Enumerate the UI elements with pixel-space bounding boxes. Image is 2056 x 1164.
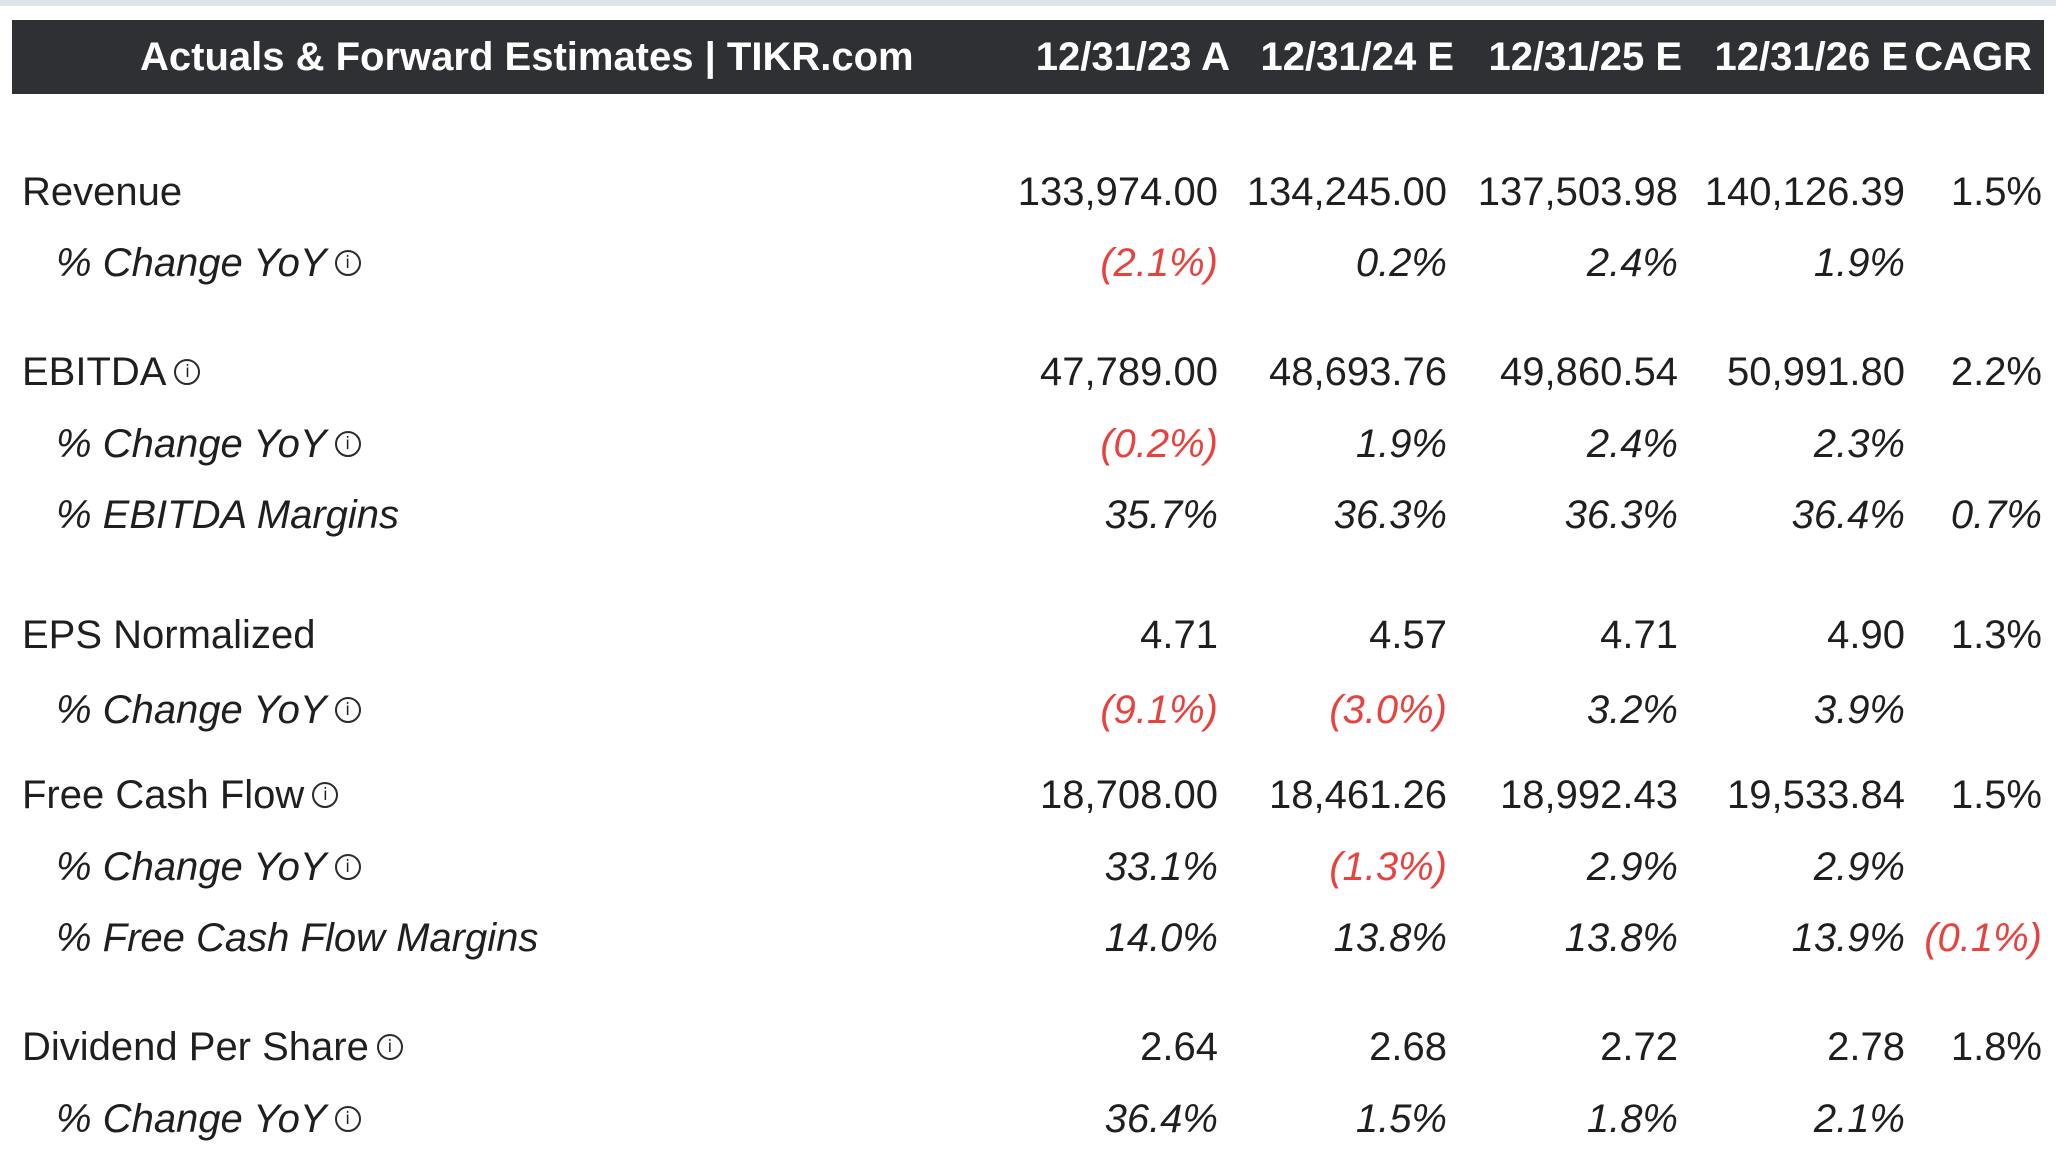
value-2026: 2.1%	[1813, 1097, 1905, 1141]
value-2023: 18,708.00	[1040, 773, 1218, 817]
table-row-ebitda: EBITDA 47,789.00 48,693.76 49,860.54 50,…	[0, 337, 2056, 407]
value-2023: 47,789.00	[1040, 350, 1218, 394]
table-row-fcf-margins: % Free Cash Flow Margins 14.0% 13.8% 13.…	[0, 903, 2056, 973]
value-2026: 1.9%	[1813, 241, 1905, 285]
info-icon[interactable]	[376, 1034, 403, 1061]
column-header-2024: 12/31/24 E	[1260, 35, 1455, 79]
table-row-eps: EPS Normalized 4.71 4.57 4.71 4.90 1.3%	[0, 600, 2056, 670]
value-2024: 4.57	[1369, 613, 1447, 657]
value-2024: 134,245.00	[1246, 170, 1447, 214]
value-2025: 2.9%	[1586, 845, 1678, 889]
value-2024: 13.8%	[1333, 916, 1447, 960]
value-2024: (3.0%)	[1329, 688, 1447, 732]
value-2025: 2.72	[1600, 1025, 1678, 1069]
column-header-cagr: CAGR	[1914, 35, 2032, 79]
info-icon[interactable]	[334, 250, 361, 277]
value-2024: 1.5%	[1355, 1097, 1447, 1141]
value-cagr: 1.5%	[1950, 170, 2042, 214]
value-2026: 36.4%	[1791, 493, 1905, 537]
value-2023: 133,974.00	[1017, 170, 1218, 214]
value-2023: 14.0%	[1104, 916, 1218, 960]
row-label: % Free Cash Flow Margins	[56, 916, 539, 960]
value-2023: (9.1%)	[1100, 688, 1218, 732]
value-2026: 13.9%	[1791, 916, 1905, 960]
table-row-eps-change: % Change YoY (9.1%) (3.0%) 3.2% 3.9%	[0, 675, 2056, 745]
value-2025: 1.8%	[1586, 1097, 1678, 1141]
value-2026: 140,126.39	[1704, 170, 1905, 214]
value-2023: 36.4%	[1104, 1097, 1218, 1141]
value-2023: (0.2%)	[1100, 422, 1218, 466]
value-2025: 2.4%	[1586, 422, 1678, 466]
value-2025: 49,860.54	[1500, 350, 1678, 394]
table-row-dividend-change: % Change YoY 36.4% 1.5% 1.8% 2.1%	[0, 1084, 2056, 1154]
table-header: Actuals & Forward Estimates | TIKR.com 1…	[12, 20, 2044, 94]
row-label: % Change YoY	[56, 409, 361, 479]
value-2024: 18,461.26	[1269, 773, 1447, 817]
table-row-revenue: Revenue 133,974.00 134,245.00 137,503.98…	[0, 157, 2056, 227]
value-cagr: 1.3%	[1950, 613, 2042, 657]
value-2023: 33.1%	[1104, 845, 1218, 889]
value-cagr: 1.5%	[1950, 773, 2042, 817]
info-icon[interactable]	[334, 1106, 361, 1133]
table-row-ebitda-change: % Change YoY (0.2%) 1.9% 2.4% 2.3%	[0, 409, 2056, 479]
value-2024: 2.68	[1369, 1025, 1447, 1069]
table-row-revenue-change: % Change YoY (2.1%) 0.2% 2.4% 1.9%	[0, 228, 2056, 298]
table-row-fcf-change: % Change YoY 33.1% (1.3%) 2.9% 2.9%	[0, 832, 2056, 902]
info-icon[interactable]	[334, 697, 361, 724]
column-header-2025: 12/31/25 E	[1488, 35, 1683, 79]
value-2026: 2.9%	[1813, 845, 1905, 889]
value-2025: 4.71	[1600, 613, 1678, 657]
row-label: Dividend Per Share	[22, 1012, 403, 1082]
row-label: EBITDA	[22, 337, 201, 407]
value-cagr: 2.2%	[1950, 350, 2042, 394]
row-label: Free Cash Flow	[22, 760, 339, 830]
info-icon[interactable]	[334, 431, 361, 458]
value-2025: 36.3%	[1564, 493, 1678, 537]
table-row-free-cash-flow: Free Cash Flow 18,708.00 18,461.26 18,99…	[0, 760, 2056, 830]
value-2024: 1.9%	[1355, 422, 1447, 466]
value-2025: 2.4%	[1586, 241, 1678, 285]
info-icon[interactable]	[334, 854, 361, 881]
value-2026: 19,533.84	[1727, 773, 1905, 817]
row-label: % Change YoY	[56, 675, 361, 745]
value-2026: 3.9%	[1813, 688, 1905, 732]
value-2026: 4.90	[1827, 613, 1905, 657]
value-2024: (1.3%)	[1329, 845, 1447, 889]
value-2026: 50,991.80	[1727, 350, 1905, 394]
value-2023: (2.1%)	[1100, 241, 1218, 285]
row-label: Revenue	[22, 170, 183, 214]
row-label: % Change YoY	[56, 1084, 361, 1154]
value-2025: 137,503.98	[1477, 170, 1678, 214]
value-2023: 2.64	[1140, 1025, 1218, 1069]
row-label: EPS Normalized	[22, 613, 316, 657]
row-label: % Change YoY	[56, 832, 361, 902]
value-2025: 3.2%	[1586, 688, 1678, 732]
value-cagr: 1.8%	[1950, 1025, 2042, 1069]
table-title: Actuals & Forward Estimates | TIKR.com	[140, 35, 914, 79]
info-icon[interactable]	[312, 782, 339, 809]
value-2026: 2.78	[1827, 1025, 1905, 1069]
value-2024: 36.3%	[1333, 493, 1447, 537]
value-2025: 18,992.43	[1500, 773, 1678, 817]
table-row-dividend: Dividend Per Share 2.64 2.68 2.72 2.78 1…	[0, 1012, 2056, 1082]
value-2023: 35.7%	[1104, 493, 1218, 537]
row-label: % EBITDA Margins	[56, 493, 400, 537]
value-2023: 4.71	[1140, 613, 1218, 657]
column-header-2026: 12/31/26 E	[1714, 35, 1909, 79]
value-cagr: 0.7%	[1950, 493, 2042, 537]
value-2025: 13.8%	[1564, 916, 1678, 960]
column-header-2023: 12/31/23 A	[1035, 35, 1230, 79]
value-cagr: (0.1%)	[1924, 916, 2042, 960]
value-2024: 0.2%	[1355, 241, 1447, 285]
table-row-ebitda-margins: % EBITDA Margins 35.7% 36.3% 36.3% 36.4%…	[0, 480, 2056, 550]
row-label: % Change YoY	[56, 228, 361, 298]
value-2026: 2.3%	[1813, 422, 1905, 466]
value-2024: 48,693.76	[1269, 350, 1447, 394]
top-rule	[0, 0, 2056, 6]
info-icon[interactable]	[174, 359, 201, 386]
